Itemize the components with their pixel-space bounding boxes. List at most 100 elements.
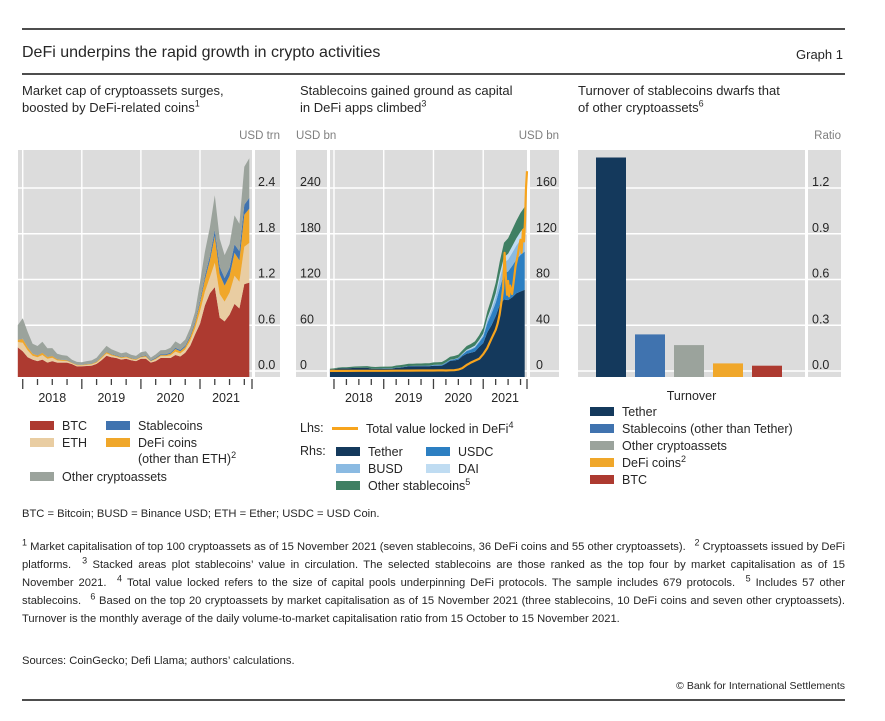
footnote-marker-2: 2 [694, 537, 700, 548]
color-swatch-btc [30, 421, 54, 430]
legend-item-busd: BUSD [336, 461, 403, 476]
legend-item-defi-coins: DeFi coins [106, 435, 197, 450]
legend-item-stablecoins-other-than-tether-: Stablecoins (other than Tether) [590, 421, 793, 436]
ytick-p3: 0.0 [812, 358, 829, 372]
color-swatch-other-cryptoassets [30, 472, 54, 481]
color-swatch-usdc [426, 447, 450, 456]
footnote-marker-1: 1 [22, 537, 28, 548]
legend-item-other-cryptoassets: Other cryptoassets [590, 438, 727, 453]
bar-btc [752, 365, 782, 377]
turnover-chart: Turnover [596, 157, 782, 403]
graph-number: Graph 1 [796, 47, 843, 62]
ytick-p3: 1.2 [812, 175, 829, 189]
top-rule [22, 28, 845, 30]
ytick-p1: 2.4 [258, 175, 275, 189]
bar-defi-coins [713, 363, 743, 377]
ytick-p3: 0.9 [812, 221, 829, 235]
ytick-p2-left: 0 [300, 358, 307, 372]
ytick-p1: 1.8 [258, 221, 275, 235]
footnote-marker-3: 3 [82, 555, 88, 566]
ytick-p1: 1.2 [258, 267, 275, 281]
color-swatch-tether [336, 447, 360, 456]
footnote-marker-6: 6 [90, 591, 96, 602]
unit-label: USD trn [239, 130, 280, 142]
ytick-p1: 0.6 [258, 312, 275, 326]
ytick-p3: 0.3 [812, 312, 829, 326]
color-swatch-stablecoins [106, 421, 130, 430]
color-swatch-defi-coins [106, 438, 130, 447]
area-eth [17, 242, 250, 367]
legend-item-continuation: (other than ETH)2 [138, 449, 237, 466]
ytick-p2-left: 180 [300, 221, 321, 235]
header-rule [22, 73, 845, 75]
ytick-p1: 0.0 [258, 358, 275, 372]
legend-item-btc: BTC [30, 418, 87, 433]
legend-lhs-label: Lhs: [300, 421, 324, 435]
xtick-year-label: 2018 [345, 391, 373, 405]
color-swatch-eth [30, 438, 54, 447]
footnote-marker-5: 5 [745, 573, 751, 584]
area-btc [17, 282, 250, 377]
market-cap-chart [17, 158, 250, 377]
panel-title-3: Turnover of stablecoins dwarfs that of ot… [578, 83, 780, 115]
ytick-p2-left: 120 [300, 267, 321, 281]
legend-item-total-value-locked-in-defi: Total value locked in DeFi4 [332, 420, 513, 436]
ytick-p2-right: 160 [536, 175, 557, 189]
abbreviations-line: BTC = Bitcoin; BUSD = Binance USD; ETH =… [22, 508, 380, 520]
color-swatch-tether [590, 407, 614, 416]
unit-label: USD bn [296, 130, 336, 142]
color-swatch-busd [336, 464, 360, 473]
legend-item-btc: BTC [590, 472, 647, 487]
color-swatch-dai [426, 464, 450, 473]
legend-item-tether: Tether [336, 444, 403, 459]
footnotes-paragraph: 1 Market capitalisation of top 100 crypt… [22, 537, 846, 625]
panel-2-background [296, 150, 559, 377]
axis-labels: 0.0 0 0 0.0 0.6 60 40 0.3 1.2 120 80 0.6 1.8 180 120 0.… [239, 130, 841, 372]
ytick-p2-right: 120 [536, 221, 557, 235]
line-swatch-total-value-locked-in-defi [332, 427, 358, 430]
area-tether [329, 289, 525, 377]
x-axis-panel-1: 2018 2019 2020 2021 [22, 379, 253, 405]
legend-item-other-cryptoassets: Other cryptoassets [30, 469, 167, 484]
bar-other-cryptoassets [674, 345, 704, 377]
color-swatch-other-cryptoassets [590, 441, 614, 450]
unit-label: USD bn [519, 130, 559, 142]
color-swatch-defi-coins [590, 458, 614, 467]
xtick-year-label: 2019 [395, 391, 423, 405]
xtick-year-label: 2020 [157, 391, 185, 405]
page-title: DeFi underpins the rapid growth in crypt… [22, 44, 381, 61]
legend-item-eth: ETH [30, 435, 87, 450]
ytick-p2-right: 40 [536, 312, 550, 326]
legend-item-stablecoins: Stablecoins [106, 418, 203, 433]
legend-item-defi-coins: DeFi coins2 [590, 454, 686, 470]
color-swatch-other-stablecoins [336, 481, 360, 490]
xtick-year-label: 2021 [212, 391, 240, 405]
xtick-year-label: 2021 [491, 391, 519, 405]
copyright-line: © Bank for International Settlements [676, 680, 845, 692]
stablecoins-chart [329, 171, 529, 377]
bar-tether [596, 157, 626, 377]
legend-item-usdc: USDC [426, 444, 493, 459]
ytick-p2-right: 0 [536, 358, 543, 372]
unit-label: Ratio [814, 130, 841, 142]
ytick-p3: 0.6 [812, 267, 829, 281]
turnover-axis-label: Turnover [667, 389, 717, 403]
legend-item-dai: DAI [426, 461, 479, 476]
bottom-rule [22, 699, 845, 701]
color-swatch-btc [590, 475, 614, 484]
xtick-year-label: 2020 [444, 391, 472, 405]
area-other-cryptoassets [17, 158, 250, 365]
footnote-marker-4: 4 [117, 573, 123, 584]
panel-title-1: Market cap of cryptoassets surges, booste… [22, 83, 224, 115]
ytick-p2-left: 60 [300, 312, 314, 326]
xtick-year-label: 2019 [97, 391, 125, 405]
bar-stablecoins-other-than-tether- [635, 334, 665, 377]
ytick-p2-right: 80 [536, 267, 550, 281]
legend-rhs-label: Rhs: [300, 444, 326, 458]
sources-line: Sources: CoinGecko; Defi Llama; authors’… [22, 655, 295, 667]
legend-item-other-stablecoins: Other stablecoins5 [336, 477, 470, 493]
panel-title-2: Stablecoins gained ground as capital in D… [300, 83, 513, 115]
color-swatch-stablecoins-other-than-tether- [590, 424, 614, 433]
